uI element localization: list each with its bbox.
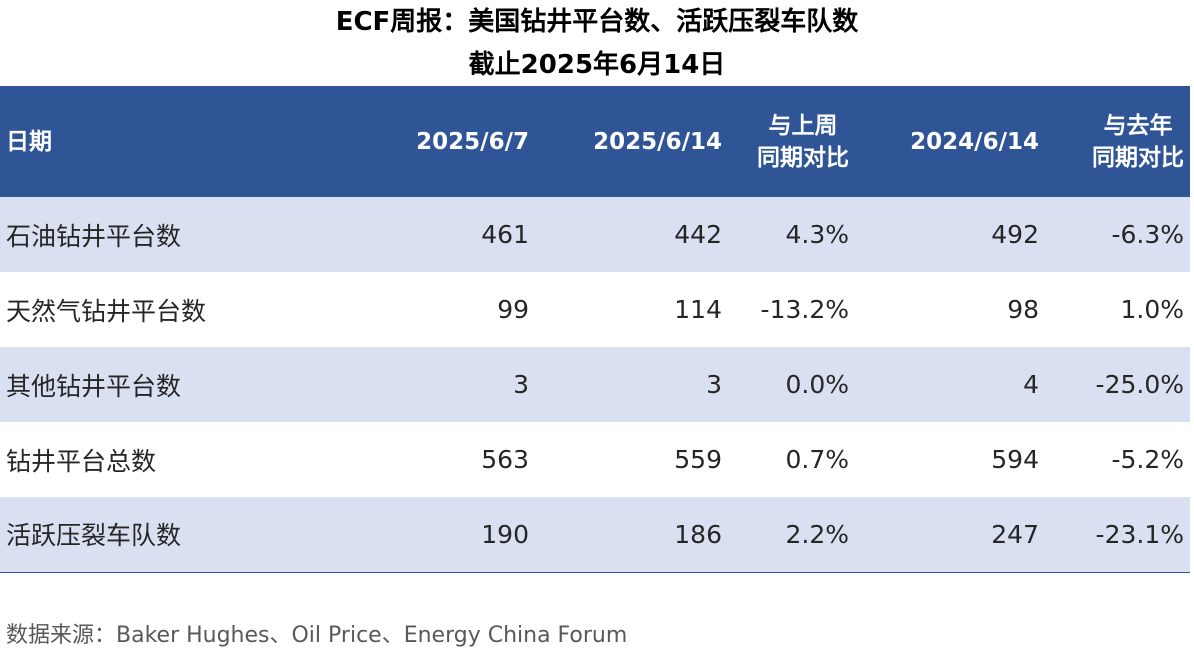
table-row: 其他钻井平台数 3 3 0.0% 4 -25.0% xyxy=(0,347,1190,422)
table-row: 钻井平台总数 563 559 0.7% 594 -5.2% xyxy=(0,422,1190,497)
report-title: ECF周报：美国钻井平台数、活跃压裂车队数 xyxy=(335,7,859,37)
header-wow-line2: 同期对比 xyxy=(757,144,849,171)
cell-2024-6-14: 594 xyxy=(991,445,1039,474)
table-header-row: 日期 2025/6/7 2025/6/14 与上周 同期对比 2024/6/14… xyxy=(0,86,1190,197)
cell-2025-6-7: 190 xyxy=(481,519,529,549)
header-yoy-line1: 与去年 xyxy=(1103,112,1173,139)
cell-2025-6-14: 186 xyxy=(674,519,722,549)
cell-2025-6-14: 559 xyxy=(674,445,722,474)
row-label: 钻井平台总数 xyxy=(6,446,157,476)
cell-week-over-week: -13.2% xyxy=(760,295,849,324)
cell-2025-6-14: 3 xyxy=(706,370,722,399)
header-wow-line1: 与上周 xyxy=(768,112,838,139)
row-label: 其他钻井平台数 xyxy=(6,371,182,401)
cell-2025-6-7: 99 xyxy=(497,295,529,324)
cell-2024-6-14: 247 xyxy=(991,519,1039,549)
cell-year-over-year: -5.2% xyxy=(1111,445,1184,474)
row-label: 活跃压裂车队数 xyxy=(6,521,182,551)
header-date-label: 日期 xyxy=(6,128,52,155)
header-2025-6-7: 2025/6/7 xyxy=(416,128,529,155)
cell-year-over-year: -25.0% xyxy=(1095,370,1184,399)
header-2025-6-14: 2025/6/14 xyxy=(593,128,722,155)
report-date-subtitle: 截止2025年6月14日 xyxy=(468,50,726,80)
data-source-note: 数据来源：Baker Hughes、Oil Price、Energy China… xyxy=(6,623,628,648)
cell-2025-6-14: 114 xyxy=(674,295,722,324)
header-2024-6-14: 2024/6/14 xyxy=(910,128,1039,155)
cell-week-over-week: 2.2% xyxy=(785,519,849,549)
cell-year-over-year: -23.1% xyxy=(1095,519,1184,549)
row-label: 天然气钻井平台数 xyxy=(6,296,207,326)
cell-year-over-year: 1.0% xyxy=(1120,295,1184,324)
rig-count-table: 日期 2025/6/7 2025/6/14 与上周 同期对比 2024/6/14… xyxy=(0,86,1190,573)
row-label: 石油钻井平台数 xyxy=(6,221,182,251)
cell-2024-6-14: 492 xyxy=(991,220,1039,249)
cell-2025-6-7: 563 xyxy=(481,445,529,474)
header-week-over-week: 与上周 同期对比 xyxy=(728,86,855,197)
header-yoy-line2: 同期对比 xyxy=(1092,144,1184,171)
table-row: 活跃压裂车队数 190 186 2.2% 247 -23.1% xyxy=(0,497,1190,572)
cell-2025-6-7: 3 xyxy=(513,370,529,399)
header-year-over-year: 与去年 同期对比 xyxy=(1045,86,1190,197)
cell-year-over-year: -6.3% xyxy=(1111,220,1184,249)
cell-2024-6-14: 98 xyxy=(1007,295,1039,324)
cell-week-over-week: 0.7% xyxy=(785,445,849,474)
cell-week-over-week: 4.3% xyxy=(785,220,849,249)
cell-2024-6-14: 4 xyxy=(1023,370,1039,399)
table-row: 石油钻井平台数 461 442 4.3% 492 -6.3% xyxy=(0,197,1190,272)
cell-2025-6-14: 442 xyxy=(674,220,722,249)
cell-2025-6-7: 461 xyxy=(481,220,529,249)
cell-week-over-week: 0.0% xyxy=(785,370,849,399)
table-row: 天然气钻井平台数 99 114 -13.2% 98 1.0% xyxy=(0,272,1190,347)
